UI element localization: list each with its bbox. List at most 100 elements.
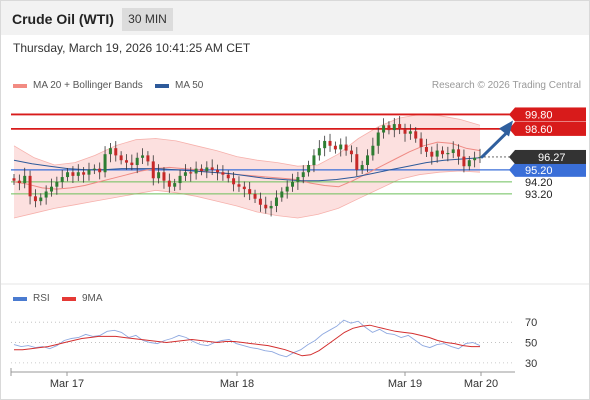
rsi-swatch [13,296,27,301]
candle-body [408,131,412,134]
forecast-arrow-head [499,120,513,137]
bollinger-label: MA 20 + Bollinger Bands [33,80,143,91]
candle-body [183,172,187,176]
candle-body [441,150,445,155]
candle-body [312,155,316,166]
candle-body [108,148,112,155]
candle-body [398,124,402,129]
candle-body [317,148,321,156]
candle-body [382,125,386,133]
candle-body [157,172,161,179]
candle-body [242,186,246,190]
candle-body [473,157,477,161]
candle-body [87,169,91,175]
level-label-93.20: 93.20 [525,189,553,201]
candle-body [376,132,380,146]
current-price-label: 96.27 [538,152,566,164]
x-tick-label-1: Mar 18 [220,378,254,390]
candle-body [39,197,43,202]
level-tag-pointer-95.20 [509,162,515,177]
candle-body [446,152,450,155]
candle-body [216,169,220,173]
chart-header: Crude Oil (WTI) 30 MIN [1,1,589,35]
candle-body [103,154,107,173]
rsi-tick-30: 30 [525,358,537,370]
candle-body [119,155,123,161]
candle-body [264,204,268,209]
candle-body [33,196,37,202]
candle-body [344,144,348,151]
candle-body [419,138,423,147]
bollinger-swatch [13,83,27,88]
ma50-swatch [155,83,169,88]
candle-body [28,175,32,197]
level-label-94.20: 94.20 [525,177,553,189]
candle-body [17,180,21,184]
timeframe-badge[interactable]: 30 MIN [122,8,173,31]
candle-body [82,172,86,175]
x-tick-label-0: Mar 17 [50,378,84,390]
candle-body [66,172,70,178]
candle-body [258,198,262,205]
candle-body [355,154,359,170]
candle-body [467,160,471,167]
candle-body [114,148,118,156]
candle-body [328,140,332,146]
candle-body [76,172,80,176]
candle-body [430,151,434,157]
candle-body [339,144,343,150]
ma50-label: MA 50 [175,80,204,91]
legend-ma50: MA 50 [155,80,203,91]
level-tag-pointer-99.80 [509,107,515,122]
candle-body [98,168,102,173]
candle-body [237,184,241,187]
candle-body [435,150,439,157]
rsi-line [13,319,481,358]
ma9-swatch [62,296,76,301]
candle-body [462,156,466,167]
bollinger-band-area [14,114,480,218]
candle-body [349,150,353,155]
candle-body [451,149,455,153]
candle-body [253,193,257,199]
candle-body [307,165,311,173]
candle-body [135,157,139,166]
level-label-98.60: 98.60 [525,124,553,136]
candle-body [424,146,428,152]
level-tag-98.60 [515,121,586,136]
candle-body [162,172,166,181]
bollinger-upper-line [13,114,481,167]
candle-body [44,191,48,198]
candle-body [360,165,364,170]
candle-body [60,177,64,182]
instrument-title: Crude Oil (WTI) [12,11,114,27]
candle-body [199,168,203,172]
rsi-label: RSI [33,293,50,304]
candle-body [457,149,461,157]
candle-body [285,186,289,192]
candle-body [49,186,53,192]
candle-body [23,175,27,184]
level-tag-pointer-98.60 [509,121,515,136]
candle-body [173,183,177,187]
candle-body [55,181,59,187]
level-tag-95.20 [515,162,586,177]
candle-body [146,155,150,162]
bollinger-lower-line [13,170,481,219]
candle-body [151,161,155,179]
candle-body [323,140,327,149]
x-tick-label-2: Mar 19 [388,378,422,390]
candle-body [210,167,214,170]
level-label-95.20: 95.20 [525,165,553,177]
candle-body [403,128,407,134]
candle-body [232,178,236,185]
candle-body [92,168,96,170]
candle-body [366,155,370,166]
candle-body [12,178,16,181]
candle-body [194,168,198,174]
candle-body [221,172,225,175]
rsi-9ma-line [14,324,480,357]
candle-body [167,180,171,187]
candle-body [478,156,482,158]
